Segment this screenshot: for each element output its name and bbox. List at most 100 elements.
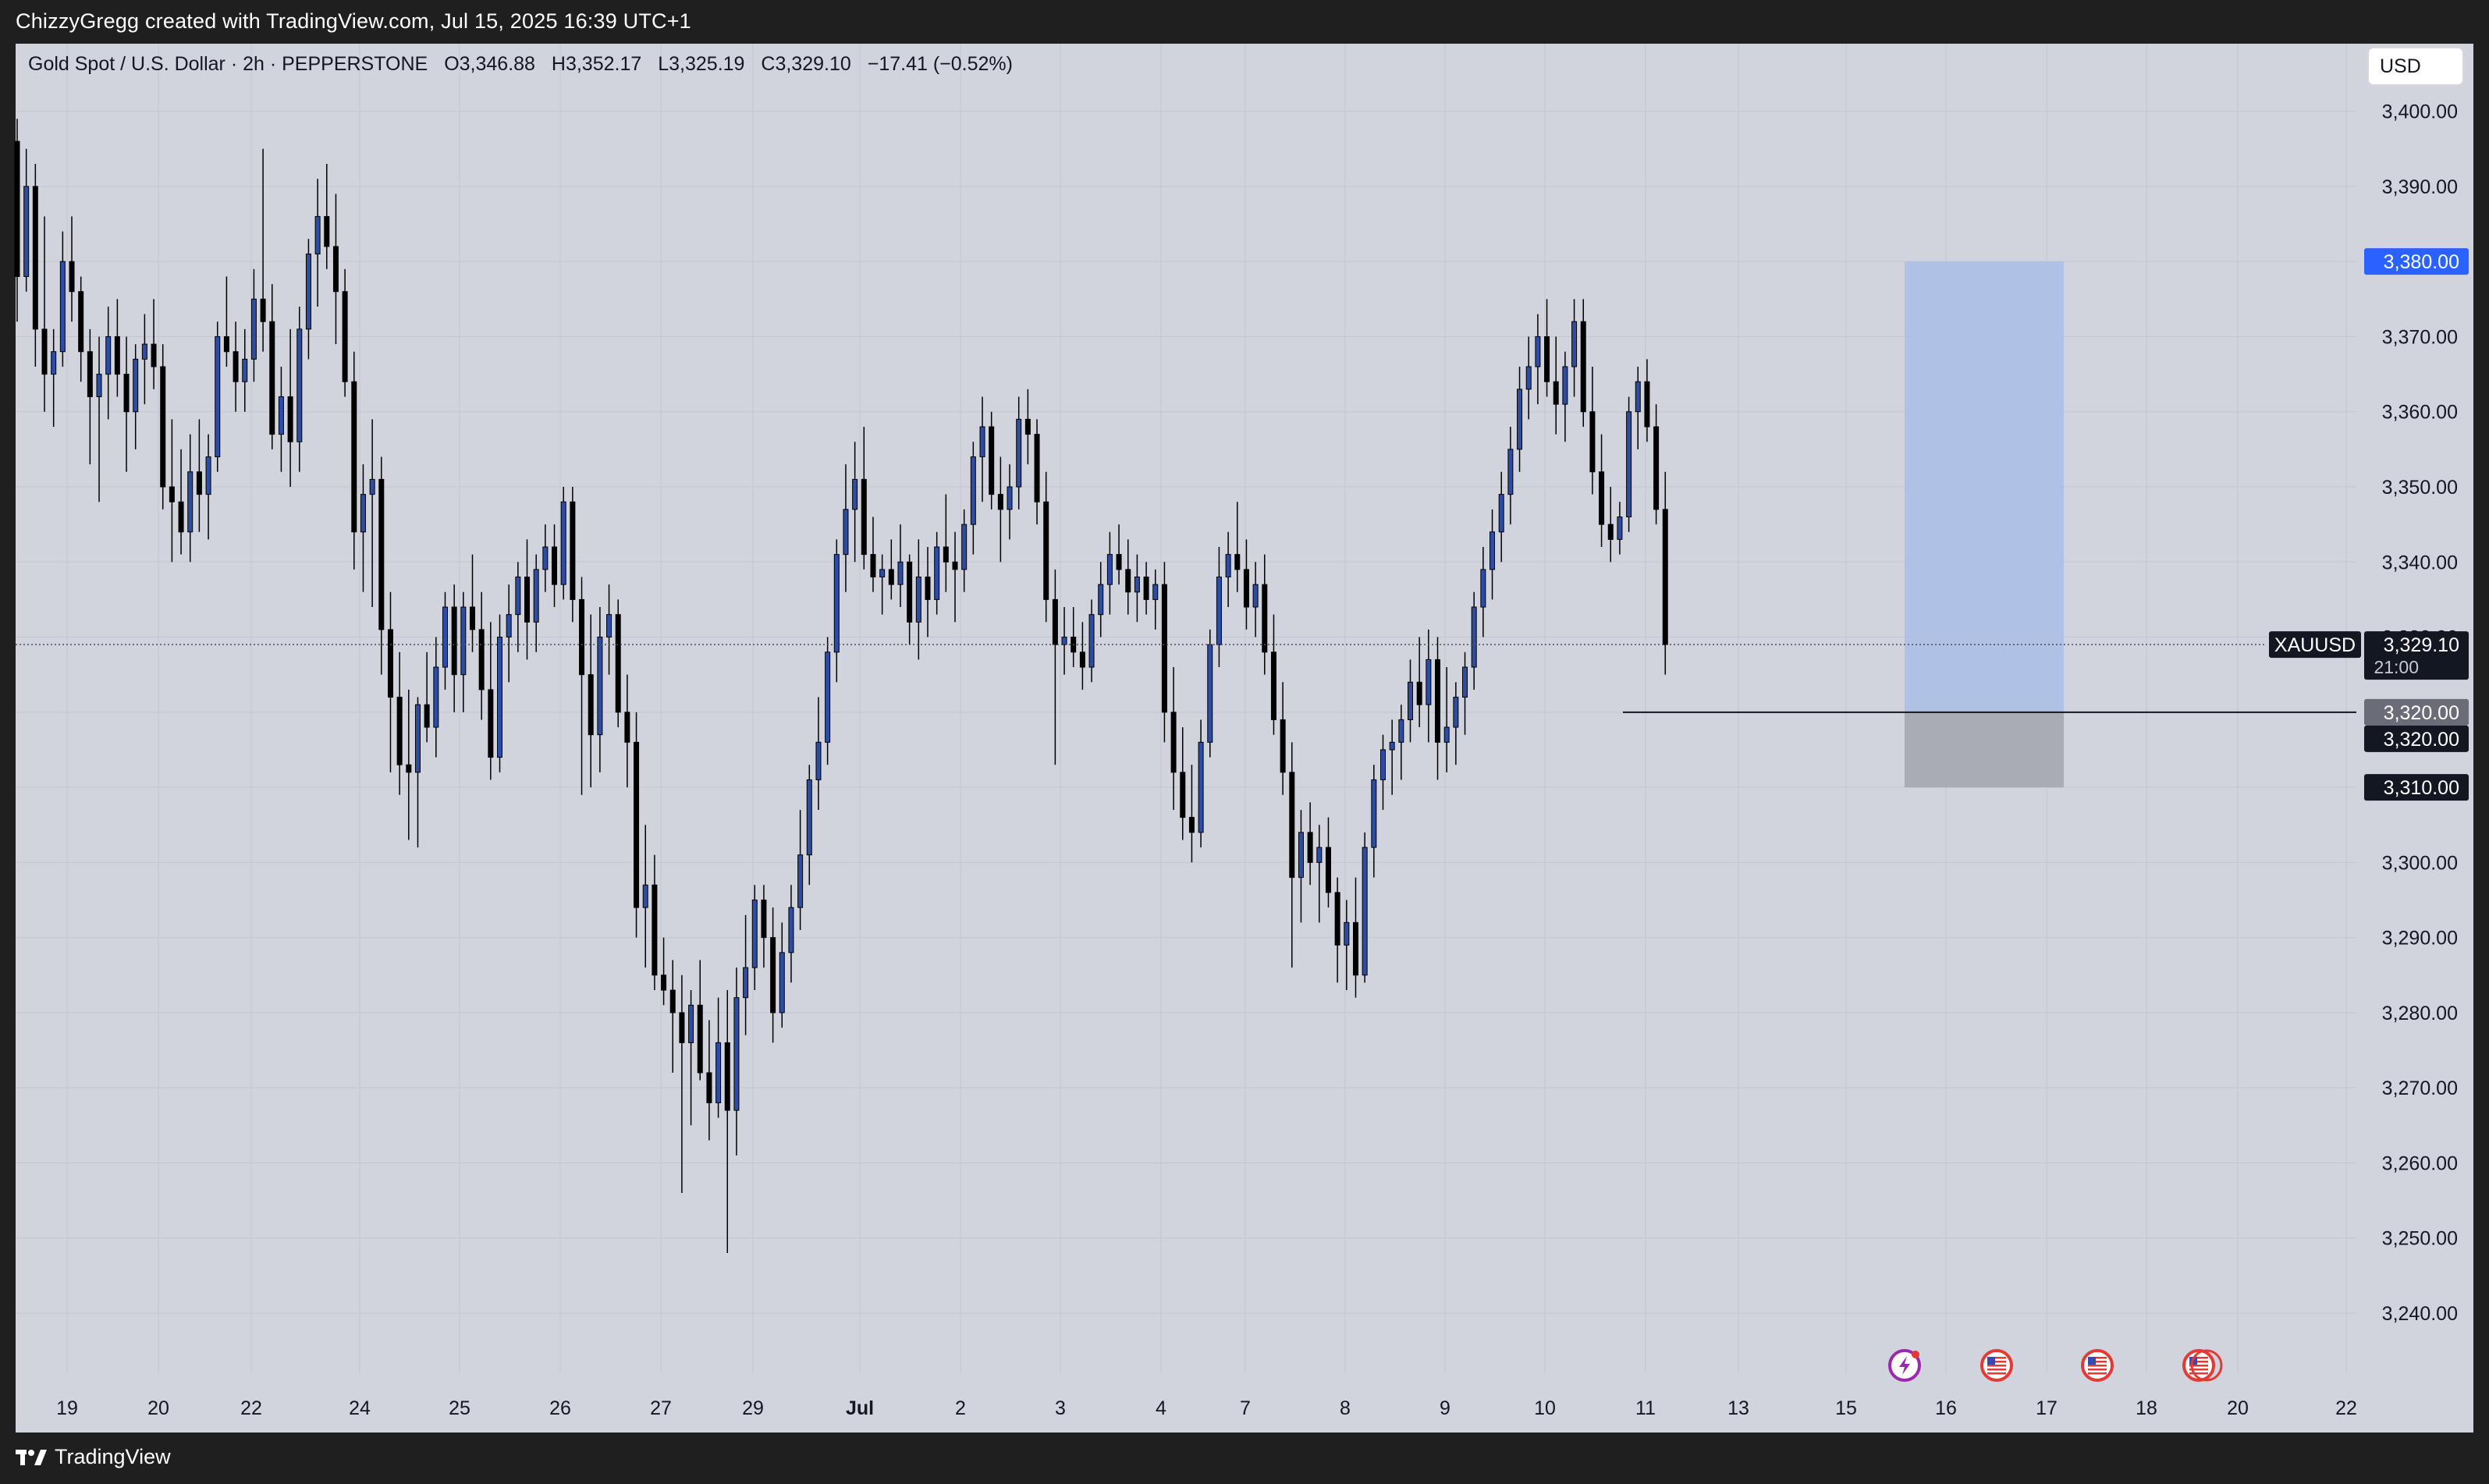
legend-low: L3,325.19 [658,53,745,75]
candle-body [250,298,257,360]
candle-body [833,554,840,653]
candle-body [233,351,239,382]
flag-stripe [2088,1357,2107,1359]
candle-body [69,261,75,293]
candle [624,674,630,788]
candle-body [915,577,921,623]
candle [406,689,412,840]
flag-stripe [2189,1361,2208,1363]
candle-body [1644,381,1650,428]
candle-body [360,494,366,533]
lightning-icon[interactable] [1888,1349,1921,1382]
candle-body [1325,847,1331,893]
time-tick-label: 7 [1240,1397,1251,1419]
candle [96,336,102,502]
candle [87,328,93,465]
price-tick-label: 3,400.00 [2382,101,2458,123]
candle-body [870,554,876,578]
candle [296,306,303,472]
candle [1398,705,1404,780]
candle [451,584,457,712]
candle [1562,351,1568,442]
candle-body [579,598,585,676]
price-tick-label: 3,240.00 [2382,1303,2458,1325]
candle [1180,727,1186,840]
time-axis[interactable]: 19 20 22 24 25 26 27 29 Jul 2 3 4 7 8 9 10 11 13 15 16 17 18 2… [56,1397,2357,1419]
currency-button[interactable]: USD [2367,47,2464,86]
legend-high: H3,352.17 [551,53,642,75]
candle [669,960,676,1073]
candle-body [1635,381,1641,413]
candle [160,344,166,509]
candle [1024,389,1031,465]
candle [506,584,512,683]
candle [934,531,940,615]
candle [1161,562,1167,743]
candle-body [223,335,229,353]
candle-body [1289,772,1295,879]
candle [888,539,894,600]
candle-body [141,343,147,360]
flag-stripe [1987,1369,2006,1371]
candle-body [59,261,66,353]
candle-body [287,396,293,442]
candle-body [770,937,776,1014]
time-tick-label: 10 [1534,1397,1556,1419]
time-tick-label: 22 [240,1397,262,1419]
tradingview-icon [16,1449,47,1465]
time-tick-label: Jul [846,1397,874,1419]
candle-body [715,1042,722,1103]
target-zone[interactable] [1905,261,2064,712]
candle [78,276,84,382]
candle [433,637,439,758]
candle [542,524,549,592]
candle-body [205,456,211,495]
candle [314,179,321,307]
time-tick-label: 19 [56,1397,78,1419]
event-icons[interactable] [1888,1349,2223,1382]
candle [1635,366,1641,449]
candle [196,419,202,532]
last-price-bg [2364,631,2469,680]
symbol-name: Gold Spot / U.S. Dollar · 2h · PEPPERSTO… [28,53,428,75]
flag-stripe [1987,1365,2006,1367]
candle [1517,366,1523,472]
candle-body [1389,741,1395,751]
candle-body [1462,666,1468,698]
price-tick-label: 3,250.00 [2382,1228,2458,1250]
candle [1352,877,1358,998]
candle-body [652,884,658,976]
candle-body [1016,418,1022,488]
us-flag-icon[interactable] [1980,1349,2013,1382]
candle [1098,562,1104,637]
price-labels: 3,380.00 3,320.00 3,310.00 3,320.00 XAUUSD 3,… [16,248,2469,801]
candle-body [879,569,886,578]
candle [332,193,339,345]
candle [1380,734,1386,810]
time-tick-label: 3 [1055,1397,1066,1419]
position-tool[interactable] [1623,261,2356,788]
us-flag-icon[interactable] [2081,1349,2114,1382]
candle-body [843,509,849,556]
candle-body [506,614,512,638]
tradingview-logo[interactable]: TradingView [16,1445,171,1469]
candle-body [369,478,375,495]
candle [1599,434,1605,548]
stop-zone[interactable] [1905,712,2064,788]
candle-body [779,952,785,1014]
candle [661,937,667,1006]
candle [187,434,194,563]
candle-body [387,629,393,698]
candle-body [1106,554,1113,585]
candle-body [160,366,166,488]
us-flag-icon[interactable] [2182,1349,2223,1382]
candle-body [934,546,940,600]
entry-price-tag-2-text: 3,320.00 [2384,729,2459,751]
candle-body [852,478,858,510]
candle-body [378,478,385,630]
flag-stripe [2088,1365,2107,1367]
candle-body [706,1072,712,1103]
entry-price-tag: 3,320.00 [2364,698,2469,726]
candle [324,164,330,269]
